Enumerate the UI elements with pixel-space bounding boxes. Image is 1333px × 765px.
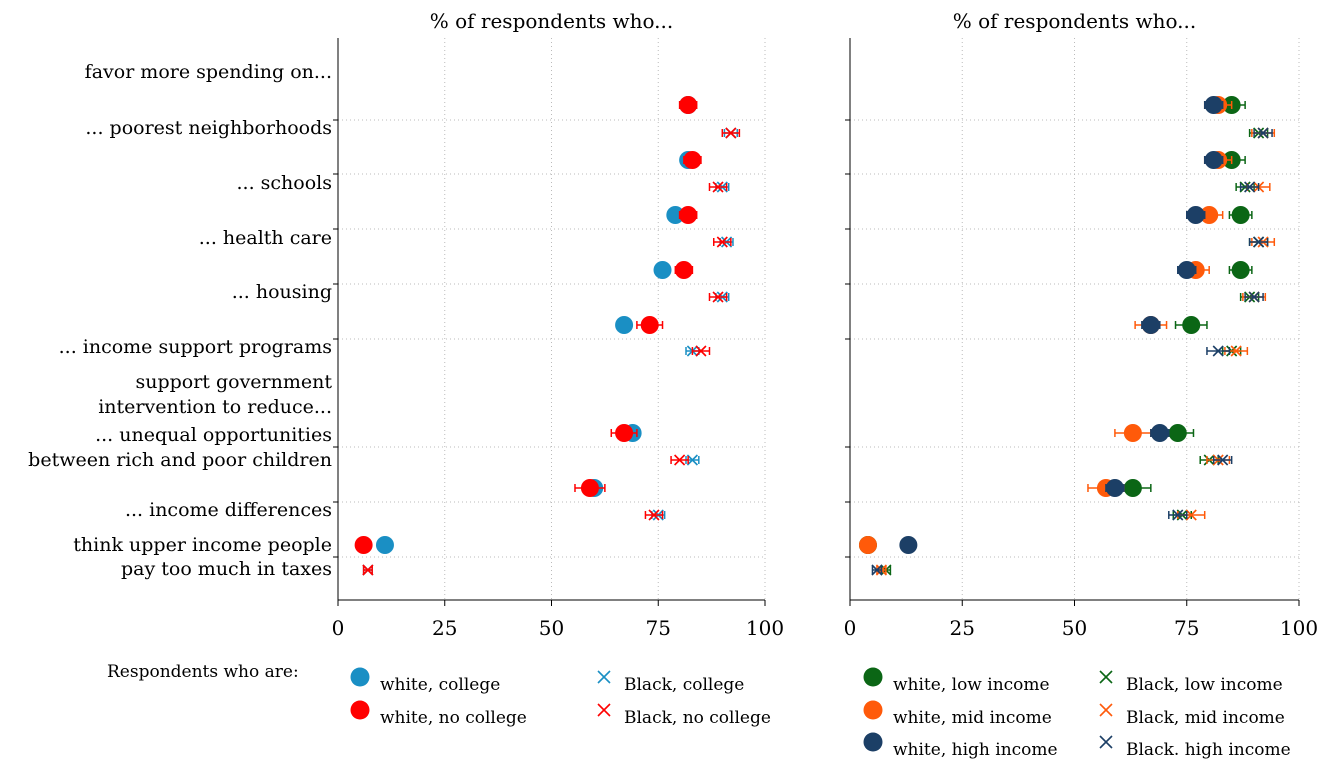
data-point-circle	[674, 261, 693, 279]
data-point-cross	[362, 564, 374, 576]
legend-marker-cross	[1099, 703, 1113, 717]
data-point-circle	[679, 206, 698, 224]
data-point-circle	[858, 536, 877, 554]
legend-title: Respondents who are:	[107, 662, 299, 682]
data-point-circle	[1204, 151, 1223, 169]
data-point-circle	[1150, 424, 1169, 442]
data-point-circle	[666, 206, 685, 224]
data-point-circle	[899, 536, 918, 554]
legend-label: white, high income	[893, 740, 1058, 760]
data-point-circle	[679, 96, 698, 114]
data-point-circle	[683, 151, 702, 169]
x-tick-label: 100	[746, 616, 784, 640]
x-tick-label: 50	[539, 616, 564, 640]
data-point-cross	[686, 454, 698, 466]
legend-marker-circle	[863, 667, 883, 687]
data-point-circle	[1105, 479, 1124, 497]
legend-marker-cross	[597, 670, 611, 684]
legend-marker-circle	[350, 667, 370, 687]
row-label: ... health care	[199, 227, 332, 249]
data-point-circle	[615, 424, 634, 442]
x-tick-label: 25	[432, 616, 457, 640]
data-point-circle	[615, 316, 634, 334]
legend-marker-circle	[350, 700, 370, 720]
data-point-cross	[1217, 454, 1229, 466]
data-point-cross	[1253, 236, 1265, 248]
legend-marker-cross	[1099, 670, 1113, 684]
data-point-circle	[1182, 316, 1201, 334]
data-point-circle	[580, 479, 599, 497]
data-point-circle	[1200, 206, 1219, 224]
legend-label: Black, no college	[624, 708, 771, 728]
data-point-cross	[1248, 291, 1260, 303]
data-point-cross	[1212, 345, 1224, 357]
legend-label: white, college	[380, 675, 500, 695]
legend-label: Black, mid income	[1126, 708, 1285, 728]
data-point-circle	[1141, 316, 1160, 334]
x-tick-label: 100	[1280, 616, 1318, 640]
data-point-circle	[1168, 424, 1187, 442]
data-point-cross	[1230, 345, 1242, 357]
legend-marker-cross	[597, 703, 611, 717]
data-point-cross	[1185, 509, 1197, 521]
data-point-cross	[1244, 181, 1256, 193]
x-tick-label: 25	[950, 616, 975, 640]
panel-title: % of respondents who...	[430, 9, 674, 33]
x-tick-label: 75	[1174, 616, 1199, 640]
row-label: ... poorest neighborhoods	[85, 117, 332, 139]
x-tick-label: 0	[332, 616, 345, 640]
legend-label: Black, college	[624, 675, 744, 695]
legend-marker-cross	[1099, 735, 1113, 749]
row-label: favor more spending on...	[85, 61, 332, 83]
data-point-cross	[871, 564, 883, 576]
data-point-circle	[1123, 424, 1142, 442]
data-point-cross	[648, 509, 660, 521]
data-point-circle	[375, 536, 394, 554]
x-tick-label: 75	[646, 616, 671, 640]
legend-label: white, mid income	[893, 708, 1052, 728]
row-label: support government	[135, 371, 332, 393]
data-point-circle	[1231, 206, 1250, 224]
data-point-circle	[1204, 96, 1223, 114]
row-label: think upper income people	[73, 534, 332, 556]
legend-marker-circle	[863, 732, 883, 752]
legend-label: Black. high income	[1126, 740, 1291, 760]
row-label: ... unequal opportunities	[95, 424, 332, 446]
data-point-cross	[674, 454, 686, 466]
row-label: pay too much in taxes	[121, 558, 332, 580]
row-label: intervention to reduce...	[98, 396, 332, 418]
legend-label: Black, low income	[1126, 675, 1283, 695]
data-point-circle	[1186, 206, 1205, 224]
panel-title: % of respondents who...	[953, 9, 1197, 33]
data-point-cross	[725, 127, 737, 139]
data-point-cross	[695, 345, 707, 357]
data-point-circle	[1177, 261, 1196, 279]
data-point-cross	[712, 181, 724, 193]
data-point-cross	[1257, 127, 1269, 139]
x-tick-label: 50	[1062, 616, 1087, 640]
data-point-circle	[640, 316, 659, 334]
data-point-circle	[354, 536, 373, 554]
data-point-circle	[1231, 261, 1250, 279]
row-label: between rich and poor children	[28, 449, 332, 471]
row-label: ... schools	[237, 172, 333, 194]
data-point-cross	[712, 291, 724, 303]
data-point-cross	[1172, 509, 1184, 521]
x-tick-label: 0	[844, 616, 857, 640]
legend-marker-circle	[863, 700, 883, 720]
data-point-circle	[1123, 479, 1142, 497]
data-point-circle	[653, 261, 672, 279]
row-label: ... housing	[232, 281, 332, 303]
legend-label: white, low income	[893, 675, 1050, 695]
data-point-cross	[716, 236, 728, 248]
row-label: ... income support programs	[59, 336, 332, 358]
legend-label: white, no college	[380, 708, 527, 728]
row-label: ... income differences	[125, 499, 332, 521]
